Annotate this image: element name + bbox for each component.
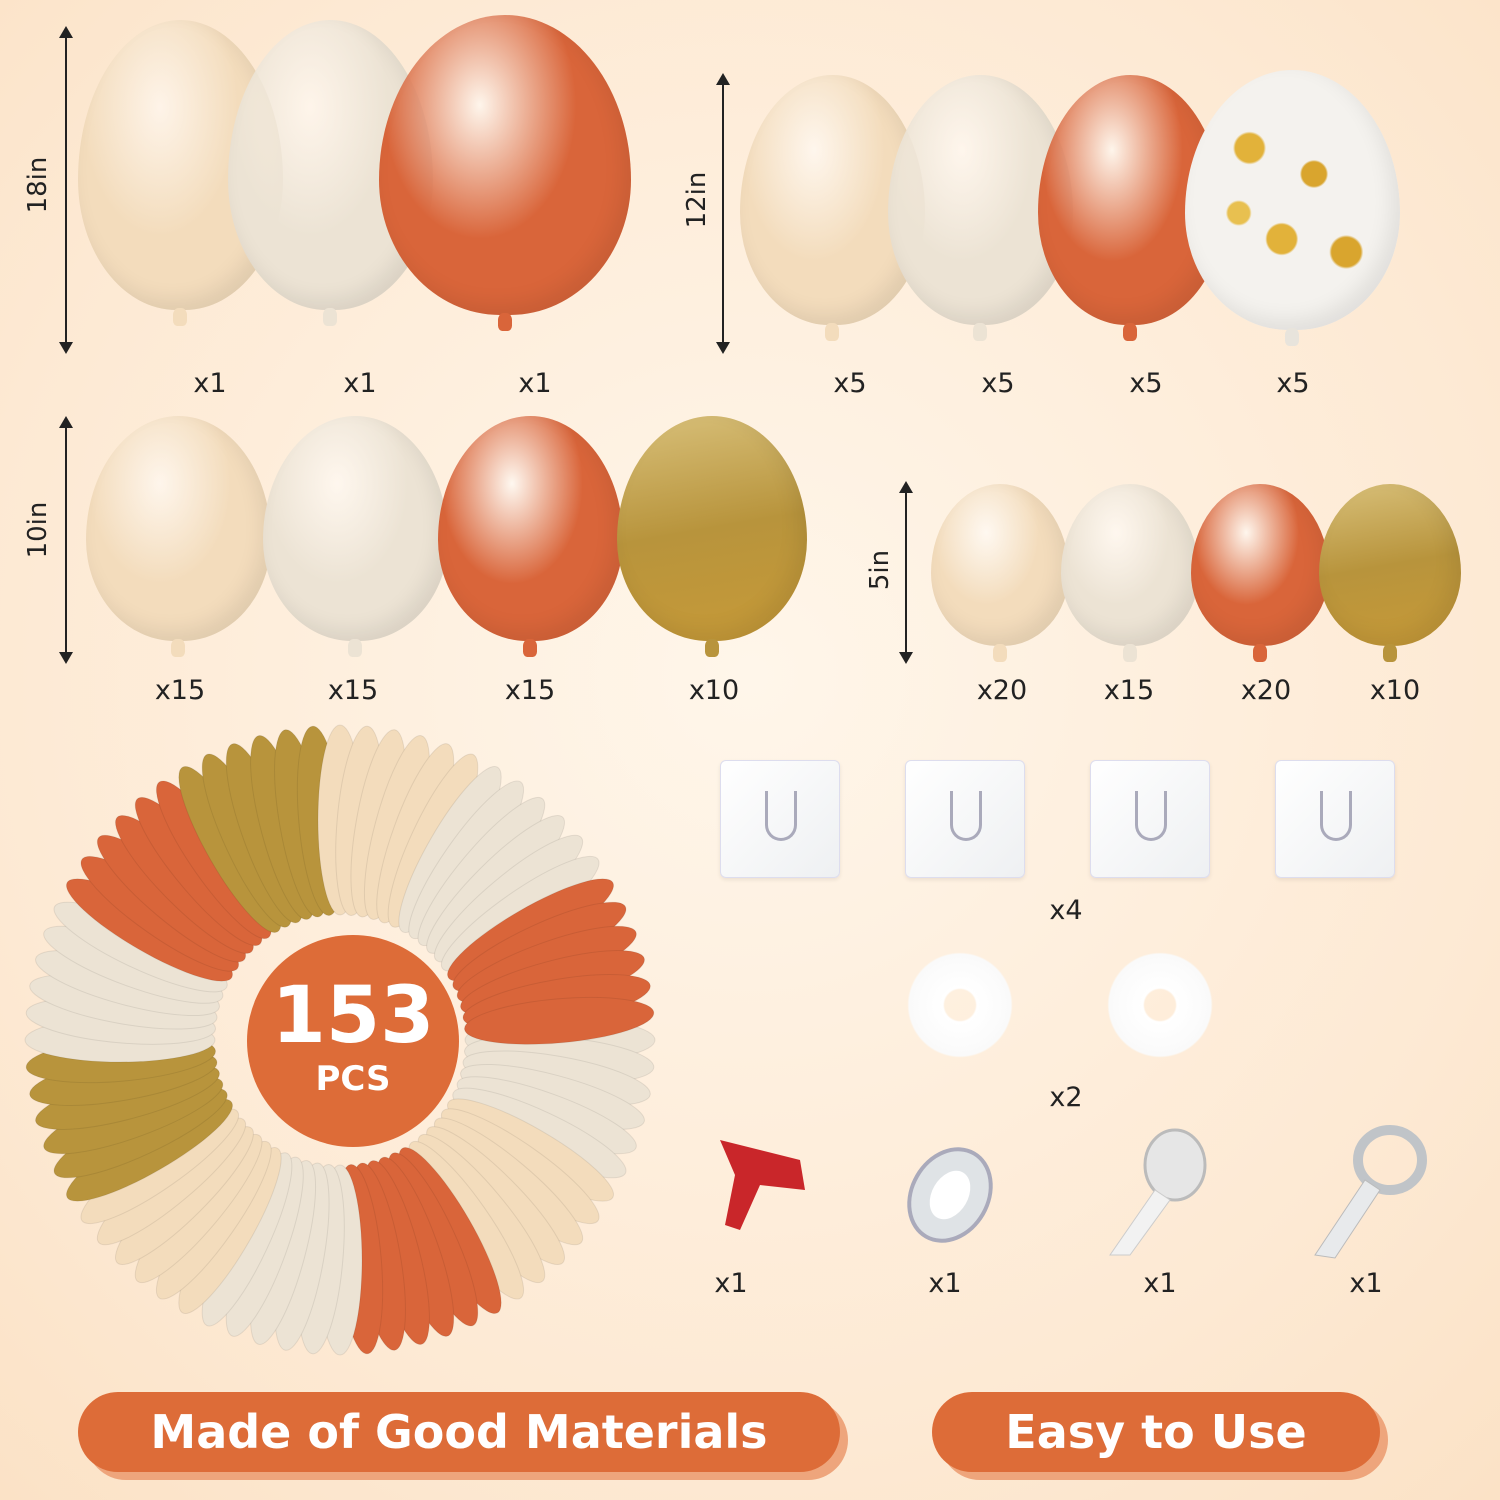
- hooks-count: x4: [1049, 895, 1083, 926]
- balloon-knot: [973, 323, 987, 341]
- total-number: 153: [271, 971, 435, 1061]
- deflated-balloon: [464, 996, 655, 1045]
- balloon-count: x20: [976, 675, 1028, 706]
- balloon-confetti: [1184, 70, 1400, 330]
- strip-count: x1: [1349, 1268, 1383, 1299]
- balloon-count: x15: [1103, 675, 1155, 706]
- balloon-knot: [523, 638, 537, 657]
- balloon-tyer-tool-icon: [720, 1140, 805, 1230]
- balloon-count: x1: [193, 368, 227, 399]
- total-unit: PCS: [315, 1059, 391, 1099]
- size-arrow: [899, 481, 913, 664]
- size-label: 5in: [865, 549, 895, 591]
- glue-dots-count: x1: [1143, 1268, 1177, 1299]
- balloon-knot: [171, 638, 185, 657]
- adhesive-hook: [720, 760, 840, 878]
- balloon-count: x5: [1276, 368, 1310, 399]
- balloon-knot: [1253, 644, 1267, 662]
- size-arrow: [59, 416, 73, 664]
- balloon-count: x5: [1129, 368, 1163, 399]
- balloon-orange: [379, 15, 631, 315]
- balloon-count: x1: [343, 368, 377, 399]
- balloon-sand: [1061, 484, 1199, 646]
- balloon-gold: [617, 415, 807, 641]
- banner-good-materials: Made of Good Materials: [78, 1392, 840, 1472]
- total-badge: 153 PCS: [247, 935, 459, 1147]
- balloon-count: x15: [154, 675, 206, 706]
- balloon-knot: [173, 308, 187, 326]
- size-label: 10in: [23, 501, 53, 559]
- glue-dots-roll-icon: [1109, 1128, 1207, 1256]
- arch-strip-roll-icon: [1314, 1125, 1427, 1259]
- clips-count: x2: [1049, 1082, 1083, 1113]
- balloon-sand: [262, 415, 448, 641]
- balloon-knot: [1383, 644, 1397, 662]
- size-label: 18in: [23, 156, 53, 214]
- size-arrow: [716, 73, 730, 354]
- balloon-count: x20: [1240, 675, 1292, 706]
- size-label: 12in: [682, 171, 712, 229]
- balloon-knot: [323, 308, 337, 326]
- adhesive-hook: [1275, 760, 1395, 878]
- balloon-flower-clip: [1100, 945, 1220, 1065]
- balloon-knot: [1123, 323, 1137, 341]
- balloon-count: x5: [981, 368, 1015, 399]
- balloon-knot: [705, 638, 719, 657]
- balloon-nude: [85, 415, 271, 641]
- balloon-knot: [1285, 328, 1299, 346]
- banner-easy-to-use: Easy to Use: [932, 1392, 1380, 1472]
- balloon-knot: [498, 313, 512, 331]
- balloon-wreath: [24, 724, 656, 1356]
- balloon-knot: [1123, 644, 1137, 662]
- balloon-nude: [931, 484, 1069, 646]
- balloon-knot: [348, 638, 362, 657]
- balloon-knot: [993, 644, 1007, 662]
- balloon-orange: [437, 415, 623, 641]
- balloon-flower-clip: [900, 945, 1020, 1065]
- balloon-count: x15: [504, 675, 556, 706]
- size-arrow: [59, 26, 73, 354]
- balloon-count: x10: [1369, 675, 1421, 706]
- balloon-knot: [825, 323, 839, 341]
- ribbon-count: x1: [928, 1268, 962, 1299]
- balloon-count: x5: [833, 368, 867, 399]
- balloon-orange: [1191, 484, 1329, 646]
- ribbon-roll-icon: [907, 1147, 993, 1243]
- balloon-count: x15: [327, 675, 379, 706]
- balloon-gold: [1319, 484, 1461, 646]
- adhesive-hook: [905, 760, 1025, 878]
- balloon-count: x10: [688, 675, 740, 706]
- adhesive-hook: [1090, 760, 1210, 878]
- balloon-count: x1: [518, 368, 552, 399]
- tyer-count: x1: [714, 1268, 748, 1299]
